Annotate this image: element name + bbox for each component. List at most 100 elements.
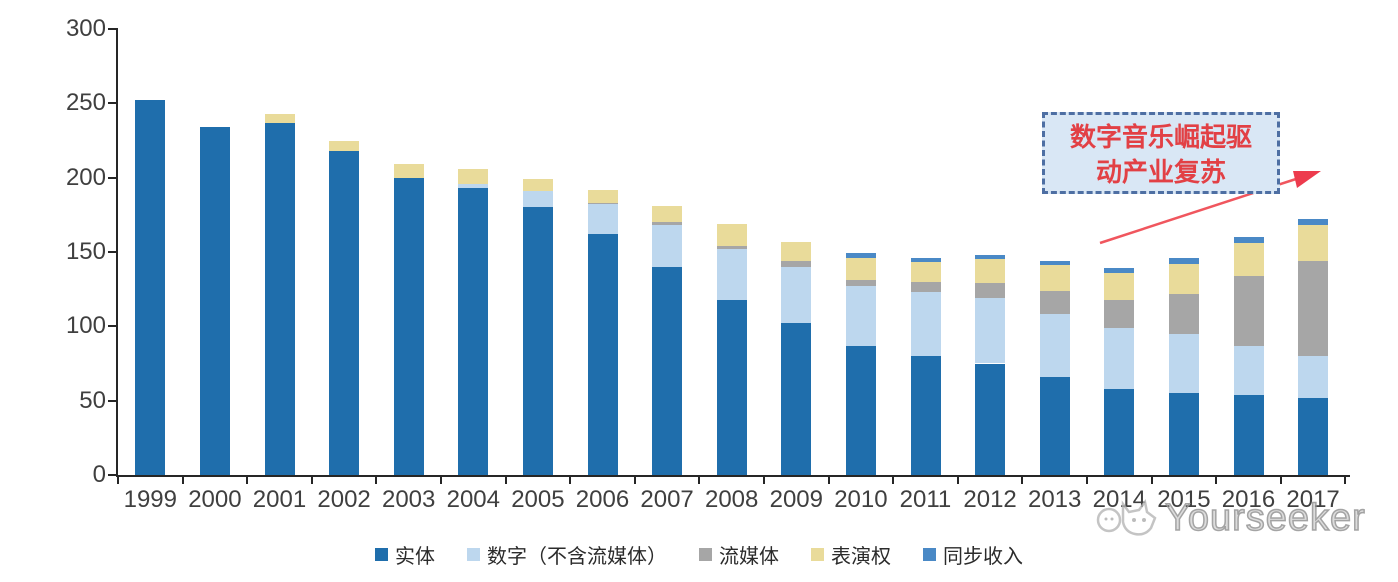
bar-segment-2004 bbox=[458, 168, 489, 184]
x-axis-label: 2004 bbox=[446, 486, 500, 513]
bar-segment-2016 bbox=[1233, 345, 1264, 395]
annotation-line2: 动产业复苏 bbox=[1095, 158, 1226, 187]
bar-segment-1999 bbox=[135, 100, 166, 475]
bar-segment-2011 bbox=[910, 281, 941, 293]
bar-segment-2008 bbox=[716, 299, 747, 475]
bar-segment-2000 bbox=[199, 127, 230, 475]
bar-segment-2015 bbox=[1168, 393, 1199, 475]
bar-segment-2003 bbox=[393, 164, 424, 178]
bar-segment-2016 bbox=[1233, 237, 1264, 244]
bar-segment-2014 bbox=[1104, 268, 1135, 273]
legend-label: 表演权 bbox=[831, 546, 891, 568]
x-axis-label: 2012 bbox=[963, 486, 1017, 513]
y-axis-label: 50 bbox=[79, 386, 106, 414]
x-axis-label: 2015 bbox=[1157, 486, 1211, 513]
y-axis-label: 150 bbox=[65, 238, 106, 265]
x-axis-label: 2014 bbox=[1092, 486, 1146, 513]
y-axis-label: 300 bbox=[65, 15, 106, 42]
x-axis-label: 2005 bbox=[511, 486, 565, 513]
legend-swatch-icon bbox=[467, 548, 480, 561]
y-axis-tick bbox=[108, 399, 118, 402]
bar-segment-2011 bbox=[910, 257, 941, 263]
x-axis-tick bbox=[1021, 475, 1024, 484]
bar-segment-2013 bbox=[1039, 265, 1070, 291]
x-axis-tick bbox=[181, 475, 184, 484]
bar-segment-2016 bbox=[1233, 394, 1264, 475]
legend-label: 数字（不含流媒体） bbox=[487, 546, 667, 568]
x-axis-tick bbox=[698, 475, 701, 484]
x-axis-label: 2008 bbox=[704, 486, 759, 513]
bar-segment-2010 bbox=[845, 253, 876, 258]
legend-label: 实体 bbox=[395, 546, 435, 568]
x-axis-tick bbox=[310, 475, 313, 484]
x-axis-label: 2013 bbox=[1027, 486, 1082, 513]
legend-item: 同步收入 bbox=[923, 540, 1023, 569]
bar-segment-2013 bbox=[1039, 260, 1070, 266]
bar-segment-2013 bbox=[1039, 314, 1070, 377]
y-axis-label: 250 bbox=[65, 89, 106, 117]
x-axis-tick bbox=[1215, 475, 1218, 484]
legend-swatch-icon bbox=[923, 548, 936, 561]
legend-swatch-icon bbox=[811, 548, 824, 561]
bar-segment-2017 bbox=[1298, 397, 1329, 475]
x-axis-line bbox=[116, 475, 1350, 477]
bar-segment-2002 bbox=[329, 140, 360, 151]
legend-item: 表演权 bbox=[811, 540, 891, 569]
x-axis-tick bbox=[892, 475, 895, 484]
x-axis-tick bbox=[763, 475, 765, 484]
legend-swatch-icon bbox=[375, 548, 388, 561]
x-axis-tick bbox=[956, 475, 959, 484]
bar-segment-2005 bbox=[522, 179, 553, 192]
bar-segment-2014 bbox=[1104, 299, 1135, 328]
x-axis-label: 2009 bbox=[769, 486, 823, 513]
watermark-text: Yourseeker bbox=[1164, 496, 1366, 540]
x-axis-label: 2010 bbox=[834, 486, 888, 513]
x-axis-tick bbox=[375, 475, 378, 484]
bar-segment-2009 bbox=[781, 323, 812, 475]
y-axis-label: 100 bbox=[65, 312, 106, 340]
y-axis-tick bbox=[108, 325, 118, 328]
bar-segment-2017 bbox=[1298, 225, 1329, 261]
legend-item: 实体 bbox=[375, 540, 435, 569]
x-axis-label: 2003 bbox=[381, 486, 436, 513]
y-axis-tick bbox=[108, 251, 118, 253]
bar-segment-2001 bbox=[264, 122, 295, 475]
bar-segment-2004 bbox=[458, 183, 489, 189]
bar-segment-2017 bbox=[1298, 356, 1329, 398]
bar-segment-2007 bbox=[652, 222, 683, 226]
x-axis-label: 2002 bbox=[317, 486, 371, 513]
legend-label: 同步收入 bbox=[943, 546, 1023, 568]
bar-segment-2009 bbox=[781, 241, 812, 261]
bar-segment-2011 bbox=[910, 292, 941, 357]
bar-segment-2016 bbox=[1233, 275, 1264, 346]
x-axis-tick bbox=[440, 475, 442, 484]
y-axis-tick bbox=[108, 102, 118, 105]
y-axis-tick bbox=[108, 176, 118, 179]
bar-segment-2010 bbox=[845, 286, 876, 346]
x-axis-tick bbox=[569, 475, 572, 484]
bar-segment-2017 bbox=[1298, 219, 1329, 226]
x-axis-tick bbox=[827, 475, 830, 484]
bar-segment-2016 bbox=[1233, 243, 1264, 276]
bar-segment-2015 bbox=[1168, 293, 1199, 334]
x-axis-tick bbox=[117, 475, 119, 484]
bar-segment-2004 bbox=[458, 188, 489, 475]
bar-segment-2006 bbox=[587, 189, 618, 203]
legend-item: 流媒体 bbox=[699, 540, 779, 569]
bar-segment-2013 bbox=[1039, 290, 1070, 315]
x-axis-tick bbox=[504, 475, 507, 484]
chart-legend: 实体 数字（不含流媒体） 流媒体 表演权 同步收入 bbox=[0, 540, 1398, 569]
bar-segment-2006 bbox=[587, 204, 618, 235]
bar-segment-2006 bbox=[587, 202, 618, 205]
bar-segment-2003 bbox=[393, 177, 424, 475]
bar-segment-2015 bbox=[1168, 257, 1199, 264]
x-axis-label: 2017 bbox=[1286, 486, 1340, 513]
bar-segment-2017 bbox=[1298, 260, 1329, 357]
x-axis-label: 2011 bbox=[899, 486, 952, 513]
x-axis-tick bbox=[1279, 475, 1282, 484]
x-axis-tick bbox=[1150, 475, 1153, 484]
x-axis-label: 2001 bbox=[252, 486, 307, 513]
bar-segment-2012 bbox=[975, 283, 1006, 299]
x-axis-label: 2000 bbox=[188, 486, 242, 513]
bar-segment-2007 bbox=[652, 266, 683, 475]
